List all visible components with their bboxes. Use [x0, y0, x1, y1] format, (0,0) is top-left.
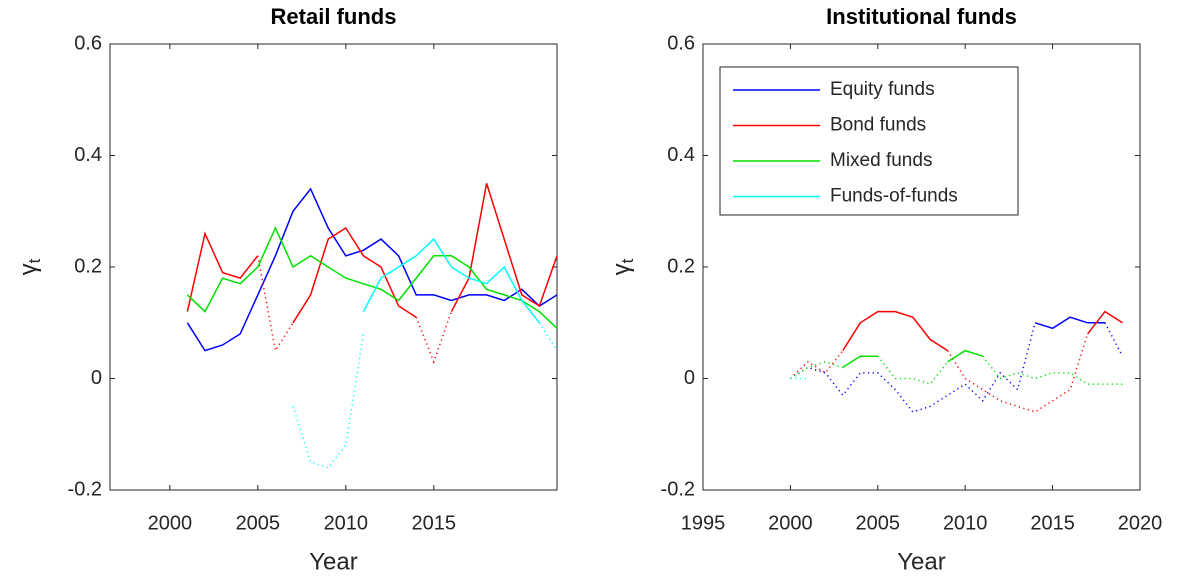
series-line [186, 226, 558, 329]
y-tick-label: 0.6 [667, 32, 695, 54]
legend-label: Bond funds [830, 115, 926, 136]
y-tick-label: -0.2 [661, 478, 695, 500]
series-line [842, 349, 983, 369]
x-tick-label: 2020 [1118, 512, 1163, 534]
series-line [1034, 316, 1105, 330]
y-axis-subscript: t [618, 258, 637, 263]
y-tick-label: 0.6 [74, 32, 102, 54]
x-tick-label: 2015 [412, 512, 457, 534]
series-line [186, 187, 558, 352]
series-line-dotted [789, 355, 1123, 385]
plot-area [109, 43, 558, 491]
x-tick-label: 2000 [148, 512, 193, 534]
x-axis-label: Year [897, 548, 946, 575]
series-line-dotted [257, 255, 453, 364]
y-axis-label: γt [15, 258, 44, 275]
x-tick-label: 2005 [856, 512, 901, 534]
y-tick-label: 0 [91, 367, 102, 389]
y-axis-label: γt [608, 258, 637, 275]
series-line [842, 310, 1123, 352]
y-axis-subscript: t [25, 258, 44, 263]
series-line-dotted [292, 322, 558, 469]
legend-box [719, 66, 1019, 216]
y-tick-label: 0 [684, 367, 695, 389]
series-line-dotted [789, 322, 1124, 413]
y-axis-symbol: γ [15, 263, 42, 275]
legend-label: Funds-of-funds [830, 186, 958, 207]
x-axis-label: Year [309, 548, 358, 575]
x-tick-label: 2010 [943, 512, 988, 534]
x-tick-label: 2000 [768, 512, 813, 534]
y-tick-label: -0.2 [68, 478, 102, 500]
y-tick-label: 0.2 [74, 255, 102, 277]
x-tick-label: 2005 [236, 512, 281, 534]
y-tick-label: 0.4 [74, 144, 102, 166]
x-tick-label: 2015 [1030, 512, 1075, 534]
y-tick-label: 0.2 [667, 255, 695, 277]
chart-title: Institutional funds [826, 4, 1017, 29]
legend-label: Mixed funds [830, 150, 932, 171]
x-tick-label: 1995 [681, 512, 726, 534]
legend-label: Equity funds [830, 79, 935, 100]
series-line [362, 237, 540, 324]
y-tick-label: 0.4 [667, 144, 695, 166]
chart-title: Retail funds [271, 4, 397, 29]
y-axis-symbol: γ [608, 263, 635, 275]
x-tick-label: 2010 [324, 512, 369, 534]
